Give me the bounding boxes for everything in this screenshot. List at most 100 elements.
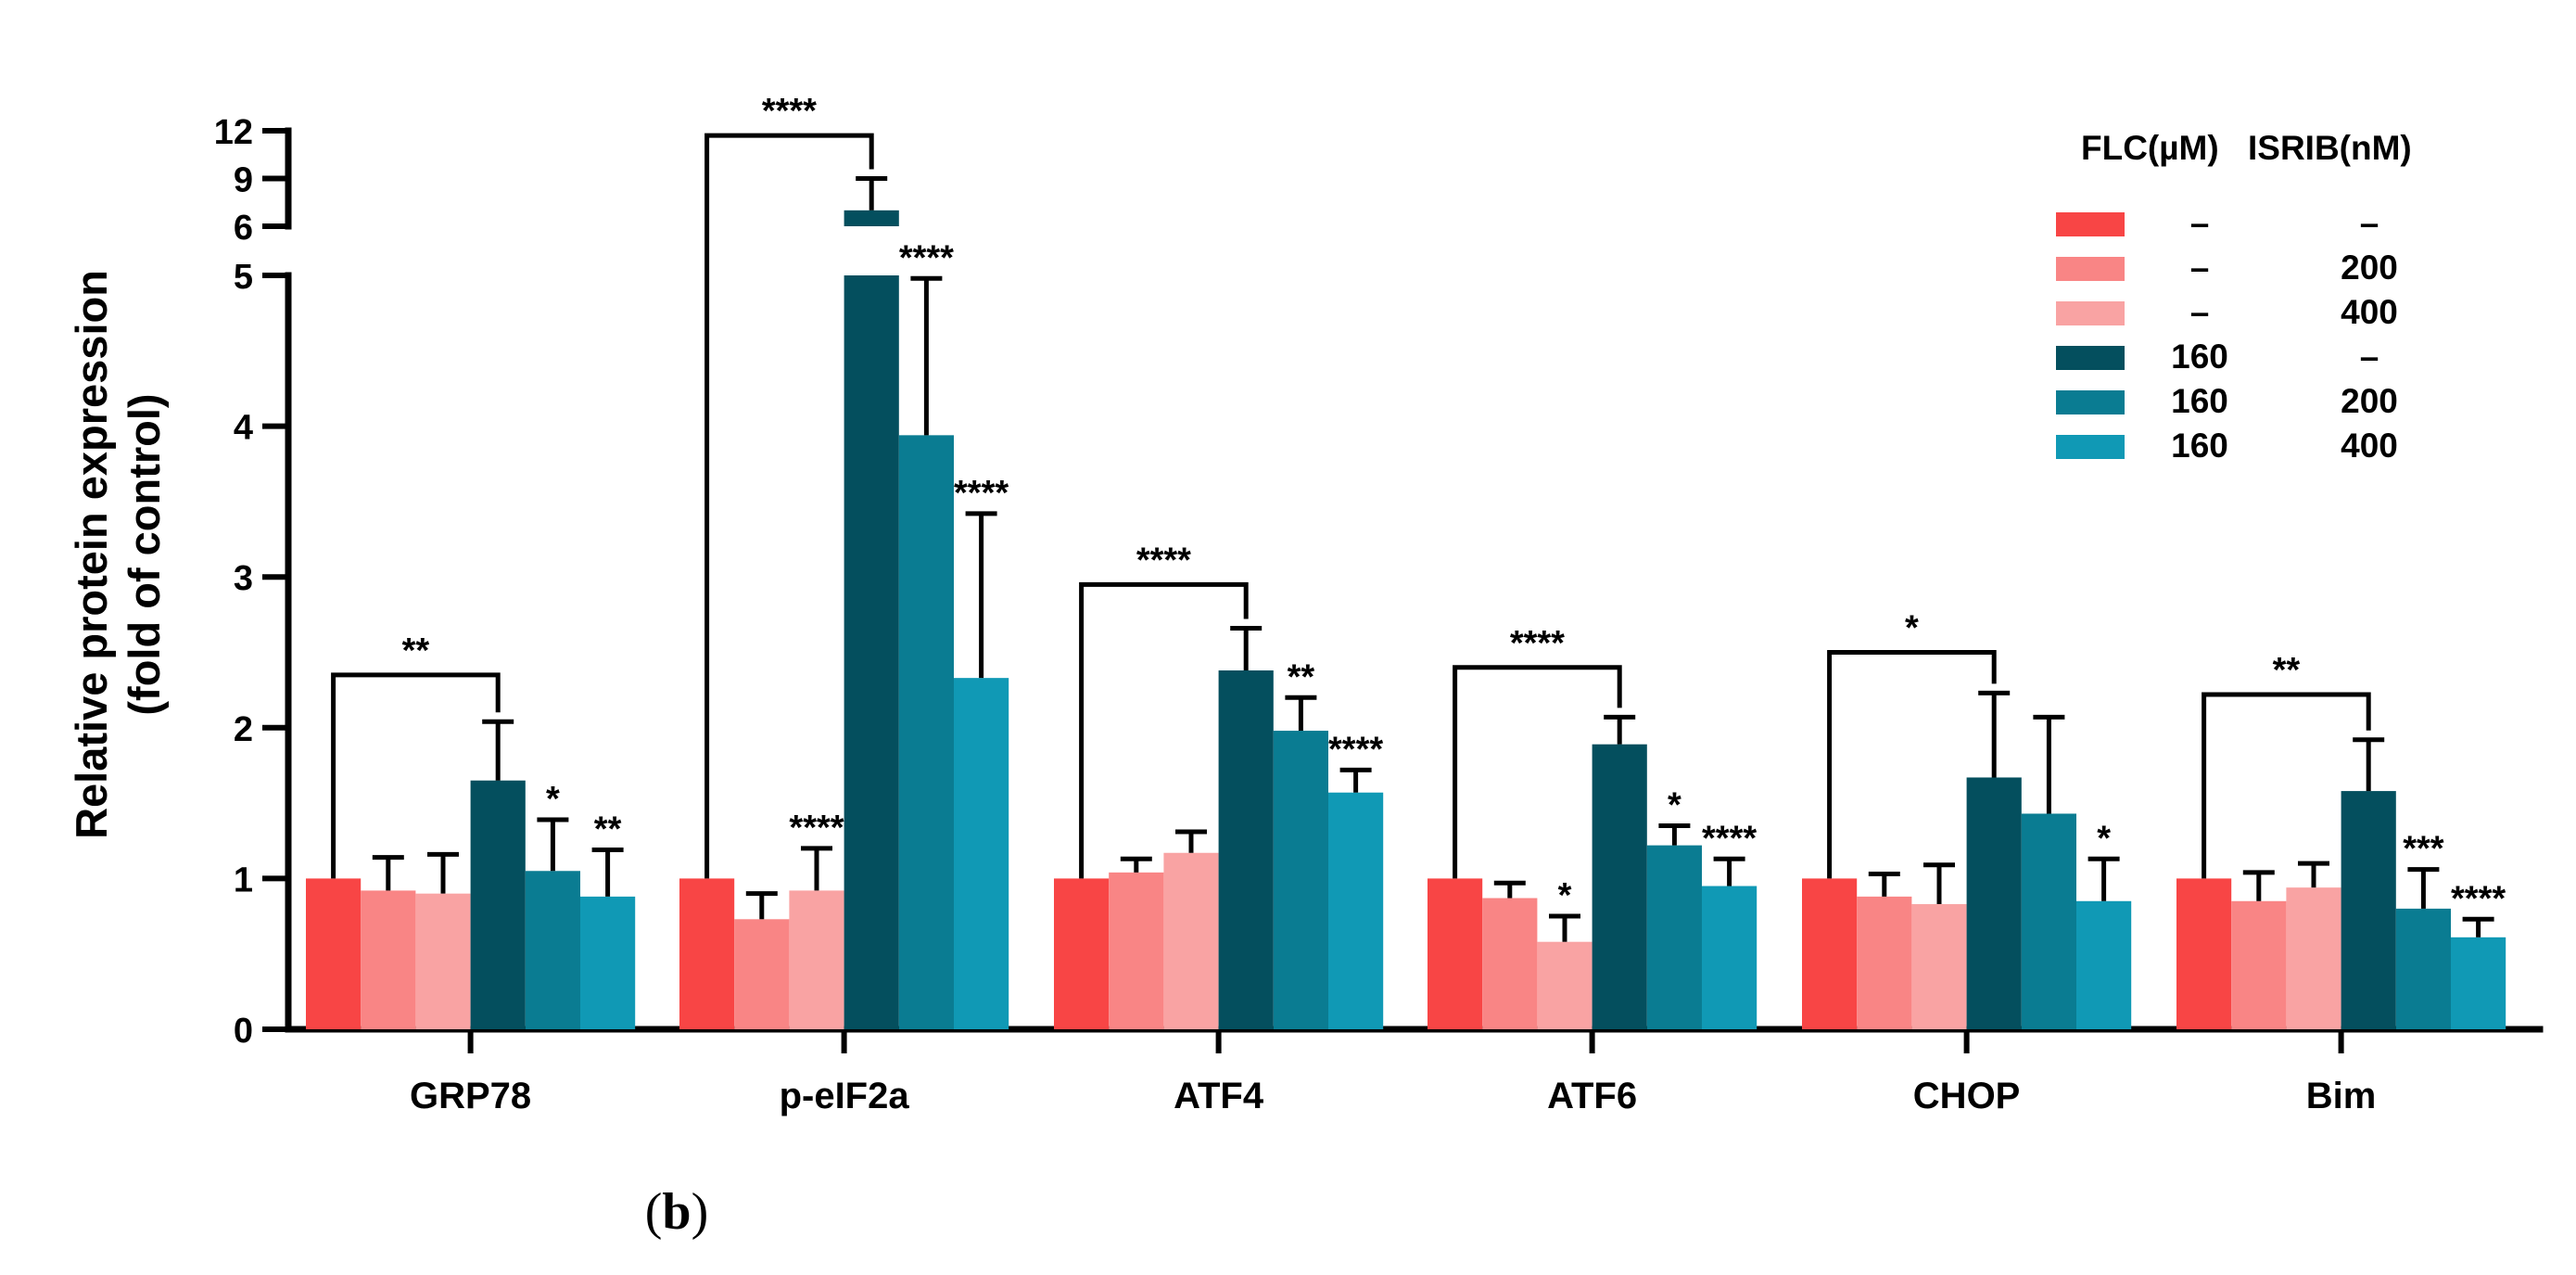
- y-tick-label: 6: [234, 209, 253, 248]
- legend: FLC(µM) ISRIB(nM) – – – 200 – 400 160 – 160 200 16…: [2056, 129, 2412, 465]
- bracket-label: ****: [1136, 541, 1191, 580]
- x-tick-label: Bim: [2306, 1076, 2377, 1116]
- legend-isrib-value: –: [2360, 338, 2379, 376]
- legend-swatch: [2056, 301, 2125, 325]
- bar: [1592, 744, 1647, 1029]
- legend-swatch: [2056, 435, 2125, 459]
- legend-flc-value: 160: [2171, 382, 2228, 420]
- bar: [2395, 908, 2451, 1029]
- bar: [1273, 731, 1328, 1029]
- bar: [2176, 878, 2232, 1029]
- bar: [1428, 878, 1483, 1029]
- y-tick-label: 0: [234, 1012, 253, 1051]
- bar: [2341, 791, 2396, 1029]
- legend-flc-value: 160: [2171, 427, 2228, 465]
- y-tick-label: 9: [234, 161, 253, 200]
- bracket-label: **: [2273, 651, 2301, 690]
- significance-label: *: [2097, 819, 2111, 858]
- bar: [1646, 845, 1702, 1029]
- significance-label: ****: [2451, 879, 2506, 918]
- bracket-label: *: [1905, 609, 1919, 648]
- comparison-bracket: [1453, 665, 1622, 879]
- bar-chart: Relative protein expression (fold of con…: [67, 92, 2544, 1116]
- legend-swatch: [2056, 390, 2125, 414]
- bar: [2076, 900, 2132, 1029]
- significance-label: *: [546, 780, 560, 819]
- legend-isrib-value: 200: [2341, 249, 2398, 287]
- legend-isrib-value: 400: [2341, 427, 2398, 465]
- bar: [2021, 813, 2076, 1029]
- legend-flc-value: –: [2190, 249, 2210, 287]
- bracket-label: ****: [1510, 624, 1565, 663]
- comparison-bracket: [1827, 650, 1997, 879]
- x-tick-label: ATF6: [1547, 1076, 1637, 1116]
- comparison-bracket: [2202, 692, 2371, 879]
- bar: [844, 275, 899, 1029]
- x-tick-label: CHOP: [1913, 1076, 2021, 1116]
- bar: [1702, 886, 1758, 1029]
- bar: [844, 210, 899, 226]
- y-tick-label: 1: [234, 861, 253, 899]
- comparison-bracket: [1079, 581, 1249, 879]
- legend-swatch: [2056, 212, 2125, 236]
- legend-flc-value: –: [2190, 293, 2210, 331]
- bar: [1054, 878, 1110, 1029]
- bar: [1857, 896, 1912, 1029]
- comparison-bracket: [331, 672, 501, 879]
- bar: [789, 890, 844, 1029]
- bar: [580, 896, 636, 1029]
- panel-letter: b: [662, 1183, 692, 1241]
- legend-flc-value: 160: [2171, 338, 2228, 376]
- significance-label: *: [1558, 876, 1572, 915]
- y-tick-label: 3: [234, 559, 253, 598]
- bar: [2286, 887, 2341, 1029]
- bar: [1802, 878, 1858, 1029]
- significance-label: **: [1288, 657, 1315, 696]
- bar: [1911, 904, 1967, 1029]
- significance-label: ****: [789, 809, 844, 848]
- significance-label: ****: [1328, 730, 1383, 769]
- bar: [1163, 852, 1219, 1029]
- bar: [1328, 792, 1384, 1029]
- x-tick-label: GRP78: [410, 1076, 531, 1116]
- significance-label: ***: [2403, 830, 2444, 869]
- y-tick-label: 12: [214, 113, 253, 152]
- y-tick-label: 5: [234, 258, 253, 297]
- bar: [679, 878, 735, 1029]
- comparison-bracket: [704, 133, 874, 879]
- y-tick-label: 2: [234, 710, 253, 749]
- bar: [415, 893, 471, 1029]
- bar: [361, 890, 416, 1029]
- legend-header-flc: FLC(µM): [2081, 129, 2219, 167]
- bar: [470, 780, 526, 1029]
- x-tick-label: ATF4: [1174, 1076, 1264, 1116]
- legend-header-isrib: ISRIB(nM): [2248, 129, 2412, 167]
- bar: [954, 678, 1009, 1029]
- bar: [2451, 937, 2506, 1029]
- y-axis-label-line-2: (fold of control): [120, 393, 169, 715]
- legend-isrib-value: –: [2360, 204, 2379, 242]
- significance-label: *: [1668, 785, 1681, 824]
- bar: [1966, 777, 2022, 1029]
- bar: [1482, 898, 1538, 1029]
- significance-annotations: ****************************** **********…: [331, 92, 2506, 918]
- bars-group: [306, 176, 2506, 1030]
- panel-label: (b): [644, 1183, 709, 1241]
- significance-label: ****: [899, 238, 954, 277]
- legend-swatch: [2056, 257, 2125, 281]
- significance-label: **: [594, 810, 622, 849]
- bracket-label: ****: [762, 92, 817, 131]
- bar: [898, 435, 954, 1030]
- bar: [525, 871, 580, 1029]
- legend-isrib-value: 400: [2341, 293, 2398, 331]
- legend-flc-value: –: [2190, 204, 2210, 242]
- bar: [1537, 941, 1593, 1029]
- y-tick-label: 4: [234, 409, 253, 448]
- legend-isrib-value: 200: [2341, 382, 2398, 420]
- significance-label: ****: [954, 474, 1009, 513]
- significance-label: ****: [1702, 819, 1757, 858]
- bar: [2231, 900, 2287, 1029]
- y-axis-label-line-1: Relative protein expression: [67, 270, 116, 839]
- bracket-label: **: [402, 631, 430, 670]
